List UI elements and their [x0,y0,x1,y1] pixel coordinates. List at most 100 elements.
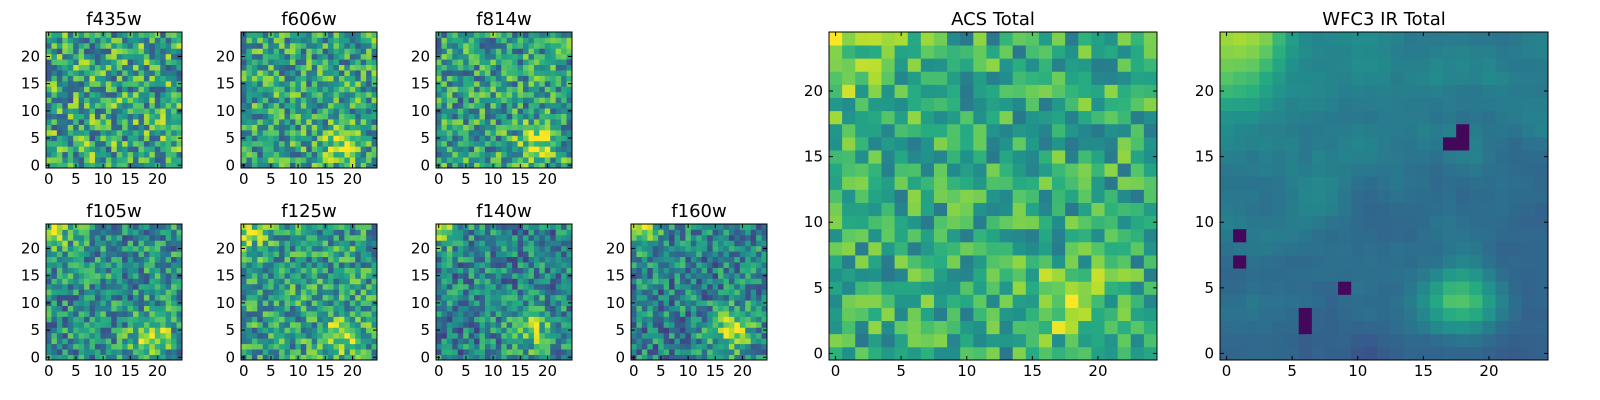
heatmap-cell [739,267,746,274]
heatmap-cell [550,64,557,71]
heatmap-cell [436,64,442,71]
heatmap-cell [479,119,486,125]
heatmap-cell [344,229,351,236]
heatmap-cell [366,91,372,98]
heatmap-cell [539,37,546,44]
heatmap-cell [100,151,107,158]
heatmap-cell [360,102,367,109]
heatmap-cell [251,80,258,87]
heatmap-cell [62,240,69,247]
heatmap-cell [289,349,296,355]
heatmap-cell [111,113,118,120]
heatmap-cell [176,229,183,236]
heatmap-cell [479,300,486,306]
heatmap-cell [463,272,470,279]
heatmap-cell [544,278,551,285]
heatmap-cell [506,80,513,87]
heatmap-cell [262,97,269,104]
heatmap-cell [1078,215,1092,230]
heatmap-cell [149,129,156,136]
heatmap-cell [441,327,448,334]
heatmap-cell [555,251,562,258]
heatmap-cell [284,283,291,290]
heatmap-cell [105,102,112,109]
heatmap-cell [241,305,247,312]
heatmap-cell [463,157,470,163]
heatmap-cell [251,59,258,66]
heatmap-cell [51,102,58,109]
heatmap-cell [349,129,356,136]
heatmap-cell [355,162,362,169]
heatmap-cell [262,124,269,131]
heatmap-cell [371,42,378,49]
x-tick-label: 10 [289,170,308,188]
heatmap-cell [46,70,52,76]
heatmap-cell [561,64,567,71]
heatmap-cell [246,146,253,153]
heatmap-cell [333,278,340,285]
heatmap-cell [268,53,275,60]
heatmap-cell [51,108,58,114]
heatmap-cell [51,245,58,252]
heatmap-cell [100,129,107,136]
heatmap-cell [116,343,123,350]
heatmap-cell [441,53,448,60]
heatmap-cell [528,129,535,136]
heatmap-cell [154,146,161,153]
heatmap-cell [999,281,1014,295]
heatmap-cell [457,289,464,296]
heatmap-cell [441,224,448,230]
heatmap-cell [1038,346,1053,361]
heatmap-cell [62,311,69,317]
heatmap-cell [690,245,697,252]
heatmap-cell [561,32,567,38]
heatmap-cell [251,332,258,339]
heatmap-cell [468,294,475,301]
heatmap-cell [550,70,557,76]
heatmap-cell [165,343,172,350]
heatmap-cell [317,321,323,328]
heatmap-cell [631,332,637,339]
heatmap-cell [300,42,307,49]
heatmap-cell [133,32,139,38]
heatmap-cell [279,272,285,279]
heatmap-cell [328,278,334,285]
heatmap-cell [723,224,730,230]
heatmap-cell [328,48,334,55]
heatmap-cell [284,251,291,258]
heatmap-cell [176,113,183,120]
heatmap-cell [512,48,518,55]
heatmap-cell [284,108,291,114]
heatmap-cell [907,294,922,308]
heatmap-cell [446,294,453,301]
heatmap-cell [328,53,334,60]
heatmap-cell [241,113,247,120]
x-tick-label: 15 [706,362,725,380]
heatmap-cell [533,272,540,279]
heatmap-cell [251,140,258,147]
heatmap-cell [463,267,470,274]
heatmap-cell [550,86,557,93]
heatmap-cell [495,140,502,147]
heatmap-cell [674,305,681,312]
heatmap-cell [457,311,464,317]
heatmap-cell [344,146,351,153]
heatmap-cell [300,240,307,247]
heatmap-cell [295,272,302,279]
heatmap-cell [246,354,253,361]
heatmap-cell [920,346,935,361]
heatmap-cell [333,97,340,104]
heatmap-cell [127,70,134,76]
heatmap-cell [641,224,648,230]
heatmap-cell [94,75,101,82]
heatmap-cell [718,278,724,285]
heatmap-cell [868,333,882,348]
heatmap-cell [523,119,529,125]
heatmap-cell [154,59,161,66]
heatmap-cell [257,256,264,263]
heatmap-cell [111,48,118,55]
heatmap-cell [328,119,334,125]
heatmap-cell [160,97,167,104]
heatmap-cell [73,289,80,296]
heatmap-cell [1065,163,1079,177]
